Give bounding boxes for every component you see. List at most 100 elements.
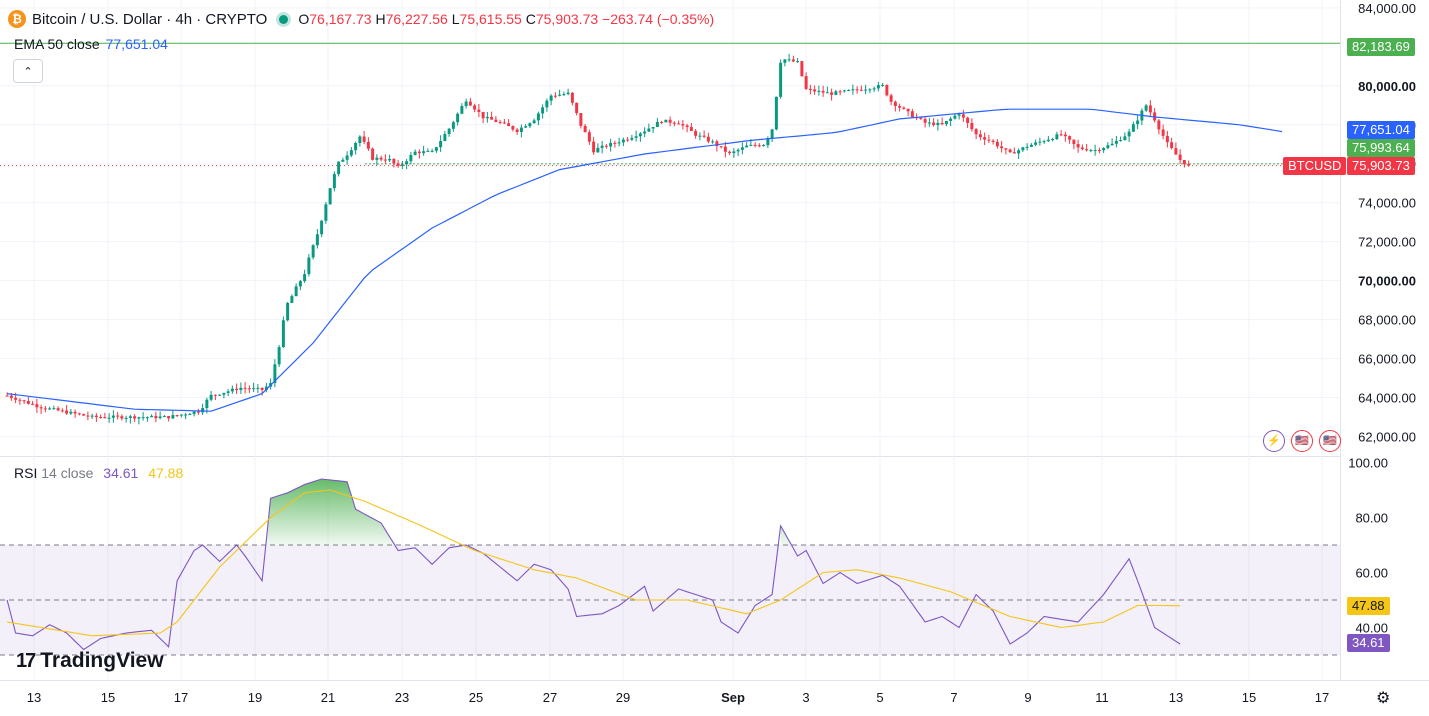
resistance-price-badge: 82,183.69 — [1347, 38, 1415, 56]
candle-body — [847, 90, 851, 92]
candle-body — [18, 399, 22, 401]
rsi-badge: 34.61 — [1347, 634, 1390, 652]
candle-body — [1136, 120, 1140, 125]
candle-body — [311, 245, 315, 258]
candle-body — [294, 286, 298, 297]
event-us-flag-icon[interactable]: 🇺🇸 — [1291, 430, 1313, 452]
time-tick-label: 17 — [174, 690, 188, 705]
candle-body — [804, 76, 808, 89]
candle-body — [970, 122, 974, 130]
candle-body — [1038, 141, 1042, 143]
tradingview-logo: 17 TradingView — [16, 649, 164, 672]
level-price-badge: 75,993.64 — [1347, 139, 1415, 157]
candle-body — [26, 400, 30, 404]
candle-body — [957, 114, 961, 116]
candle-body — [439, 141, 443, 148]
candle-body — [842, 90, 846, 92]
candle-body — [545, 100, 549, 108]
candle-body — [825, 92, 829, 94]
candle-body — [65, 410, 69, 414]
candle-body — [56, 408, 60, 411]
candle-body — [388, 158, 392, 161]
candle-body — [145, 417, 149, 419]
candle-body — [1008, 149, 1012, 153]
time-tick-label: 15 — [1242, 690, 1256, 705]
candle-body — [1144, 105, 1148, 111]
candle-body — [1076, 144, 1080, 148]
candle-body — [723, 146, 727, 152]
candle-body — [328, 188, 332, 205]
ema-legend[interactable]: EMA 50 close 77,651.04 — [14, 36, 168, 52]
candle-body — [468, 101, 472, 106]
candle-body — [111, 415, 115, 418]
rsi-legend[interactable]: RSI 14 close 34.61 47.88 — [14, 465, 184, 481]
candle-body — [787, 59, 791, 61]
candle-body — [358, 136, 362, 143]
candle-body — [82, 414, 86, 416]
candle-body — [1119, 140, 1123, 142]
candle-body — [128, 416, 132, 418]
candle-body — [1174, 148, 1178, 155]
candle-body — [9, 395, 13, 398]
candle-body — [626, 139, 630, 141]
candle-body — [273, 364, 277, 384]
candle-body — [702, 135, 706, 137]
candle-body — [983, 137, 987, 140]
candle-body — [77, 413, 81, 415]
candle-body — [936, 122, 940, 126]
candle-body — [604, 145, 608, 147]
candle-body — [927, 122, 931, 124]
candle-body — [332, 174, 336, 189]
candle-body — [124, 417, 128, 419]
candle-body — [230, 388, 234, 392]
candle-body — [345, 155, 349, 160]
candle-body — [90, 415, 94, 417]
candle-body — [1017, 150, 1021, 154]
candle-body — [541, 107, 545, 114]
candle-body — [14, 397, 18, 400]
candle-body — [762, 145, 766, 147]
candle-body — [281, 320, 285, 348]
event-flash-icon[interactable]: ⚡ — [1263, 430, 1285, 452]
candle-body — [205, 399, 209, 409]
candle-body — [800, 61, 804, 77]
event-us-flag-icon-2[interactable]: 🇺🇸 — [1319, 430, 1341, 452]
candle-body — [256, 387, 260, 389]
candle-body — [549, 95, 553, 101]
candle-body — [175, 415, 179, 417]
candle-body — [519, 127, 523, 132]
candle-body — [400, 164, 404, 166]
candle-body — [43, 408, 47, 410]
candle-body — [247, 388, 251, 390]
candle-body — [158, 416, 162, 419]
candle-body — [966, 117, 970, 123]
candle-body — [260, 387, 264, 390]
candle-body — [1170, 142, 1174, 149]
candle-body — [409, 154, 413, 162]
candle-body — [689, 127, 693, 131]
candle-body — [779, 62, 783, 97]
gear-icon[interactable]: ⚙ — [1376, 690, 1391, 707]
candle-body — [668, 119, 672, 123]
candle-body — [706, 136, 710, 142]
candle-body — [473, 105, 477, 110]
candle-body — [655, 121, 659, 128]
candle-body — [770, 129, 774, 138]
candle-body — [808, 88, 812, 90]
price-tick-label: 68,000.00 — [1358, 313, 1416, 328]
candle-body — [570, 92, 574, 103]
candle-body — [902, 107, 906, 109]
candle-body — [536, 113, 540, 121]
event-markers: ⚡ 🇺🇸 🇺🇸 — [1263, 430, 1347, 452]
candle-body — [889, 95, 893, 102]
candle-body — [613, 142, 617, 144]
symbol-title[interactable]: Bitcoin / U.S. Dollar · 4h · CRYPTO — [32, 10, 268, 28]
rsi-tick-label: 80.00 — [1355, 511, 1388, 526]
candle-body — [188, 414, 192, 416]
candle-body — [1161, 129, 1165, 136]
candle-body — [5, 395, 9, 397]
collapse-legend-button[interactable]: ⌃ — [13, 59, 43, 83]
candle-body — [609, 142, 613, 147]
